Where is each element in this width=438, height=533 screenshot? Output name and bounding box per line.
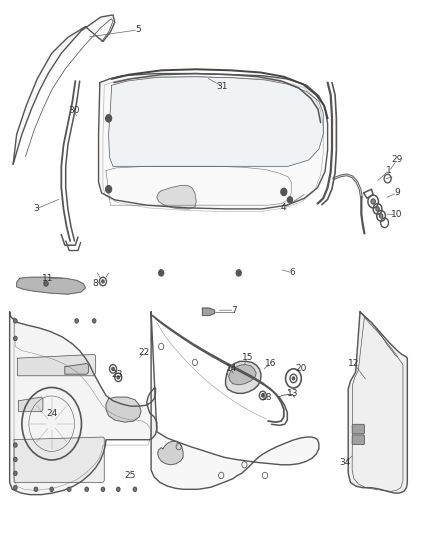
Polygon shape [106, 397, 141, 422]
Polygon shape [202, 308, 215, 316]
Circle shape [75, 319, 78, 323]
Text: 4: 4 [281, 204, 286, 212]
Polygon shape [151, 312, 319, 489]
Text: 22: 22 [138, 349, 149, 357]
Polygon shape [109, 77, 323, 166]
Polygon shape [14, 437, 104, 482]
Polygon shape [229, 365, 256, 385]
Circle shape [287, 197, 293, 203]
Circle shape [292, 377, 295, 380]
Text: 13: 13 [287, 389, 298, 398]
Circle shape [14, 319, 17, 323]
Text: 34: 34 [339, 458, 351, 467]
Text: 23: 23 [112, 370, 123, 378]
Circle shape [14, 486, 17, 490]
Text: 20: 20 [296, 365, 307, 373]
Text: 1: 1 [386, 166, 392, 175]
Polygon shape [17, 277, 85, 294]
Circle shape [261, 394, 264, 397]
Circle shape [34, 487, 38, 491]
Text: 6: 6 [290, 269, 296, 277]
Text: 24: 24 [46, 409, 57, 417]
Circle shape [106, 115, 112, 122]
Circle shape [14, 336, 17, 341]
Circle shape [236, 270, 241, 276]
Polygon shape [13, 15, 115, 164]
Circle shape [112, 367, 114, 370]
Polygon shape [158, 441, 183, 465]
Text: 7: 7 [231, 306, 237, 314]
Text: 14: 14 [226, 365, 237, 373]
Circle shape [376, 207, 379, 211]
Text: 31: 31 [217, 82, 228, 91]
Text: 30: 30 [68, 107, 79, 115]
Text: 10: 10 [391, 210, 403, 219]
Text: 29: 29 [391, 156, 403, 164]
Text: 11: 11 [42, 274, 53, 282]
Circle shape [117, 487, 120, 491]
Text: 15: 15 [242, 353, 253, 361]
Circle shape [106, 185, 112, 193]
FancyBboxPatch shape [352, 435, 364, 445]
Circle shape [44, 281, 48, 286]
Text: 16: 16 [265, 359, 276, 368]
Circle shape [101, 487, 105, 491]
Text: 3: 3 [33, 205, 39, 213]
Circle shape [117, 376, 120, 379]
Polygon shape [99, 74, 328, 209]
Circle shape [102, 280, 104, 283]
Polygon shape [18, 397, 43, 411]
Circle shape [133, 487, 137, 491]
Circle shape [85, 487, 88, 491]
Circle shape [281, 188, 287, 196]
Text: 9: 9 [394, 189, 400, 197]
Circle shape [67, 487, 71, 491]
Polygon shape [65, 364, 88, 374]
Circle shape [159, 270, 164, 276]
FancyBboxPatch shape [352, 424, 364, 434]
Polygon shape [226, 361, 261, 393]
Text: 18: 18 [261, 393, 272, 401]
Polygon shape [18, 354, 95, 376]
Text: 5: 5 [135, 26, 141, 34]
Circle shape [14, 457, 17, 462]
Circle shape [371, 199, 375, 204]
Polygon shape [10, 312, 157, 495]
Circle shape [50, 487, 53, 491]
Polygon shape [348, 312, 407, 493]
Text: 12: 12 [348, 359, 360, 368]
Text: 25: 25 [125, 471, 136, 480]
Circle shape [379, 214, 383, 218]
Circle shape [14, 471, 17, 475]
Circle shape [92, 319, 96, 323]
Circle shape [14, 443, 17, 447]
Text: 8: 8 [92, 279, 99, 288]
Polygon shape [157, 185, 196, 209]
